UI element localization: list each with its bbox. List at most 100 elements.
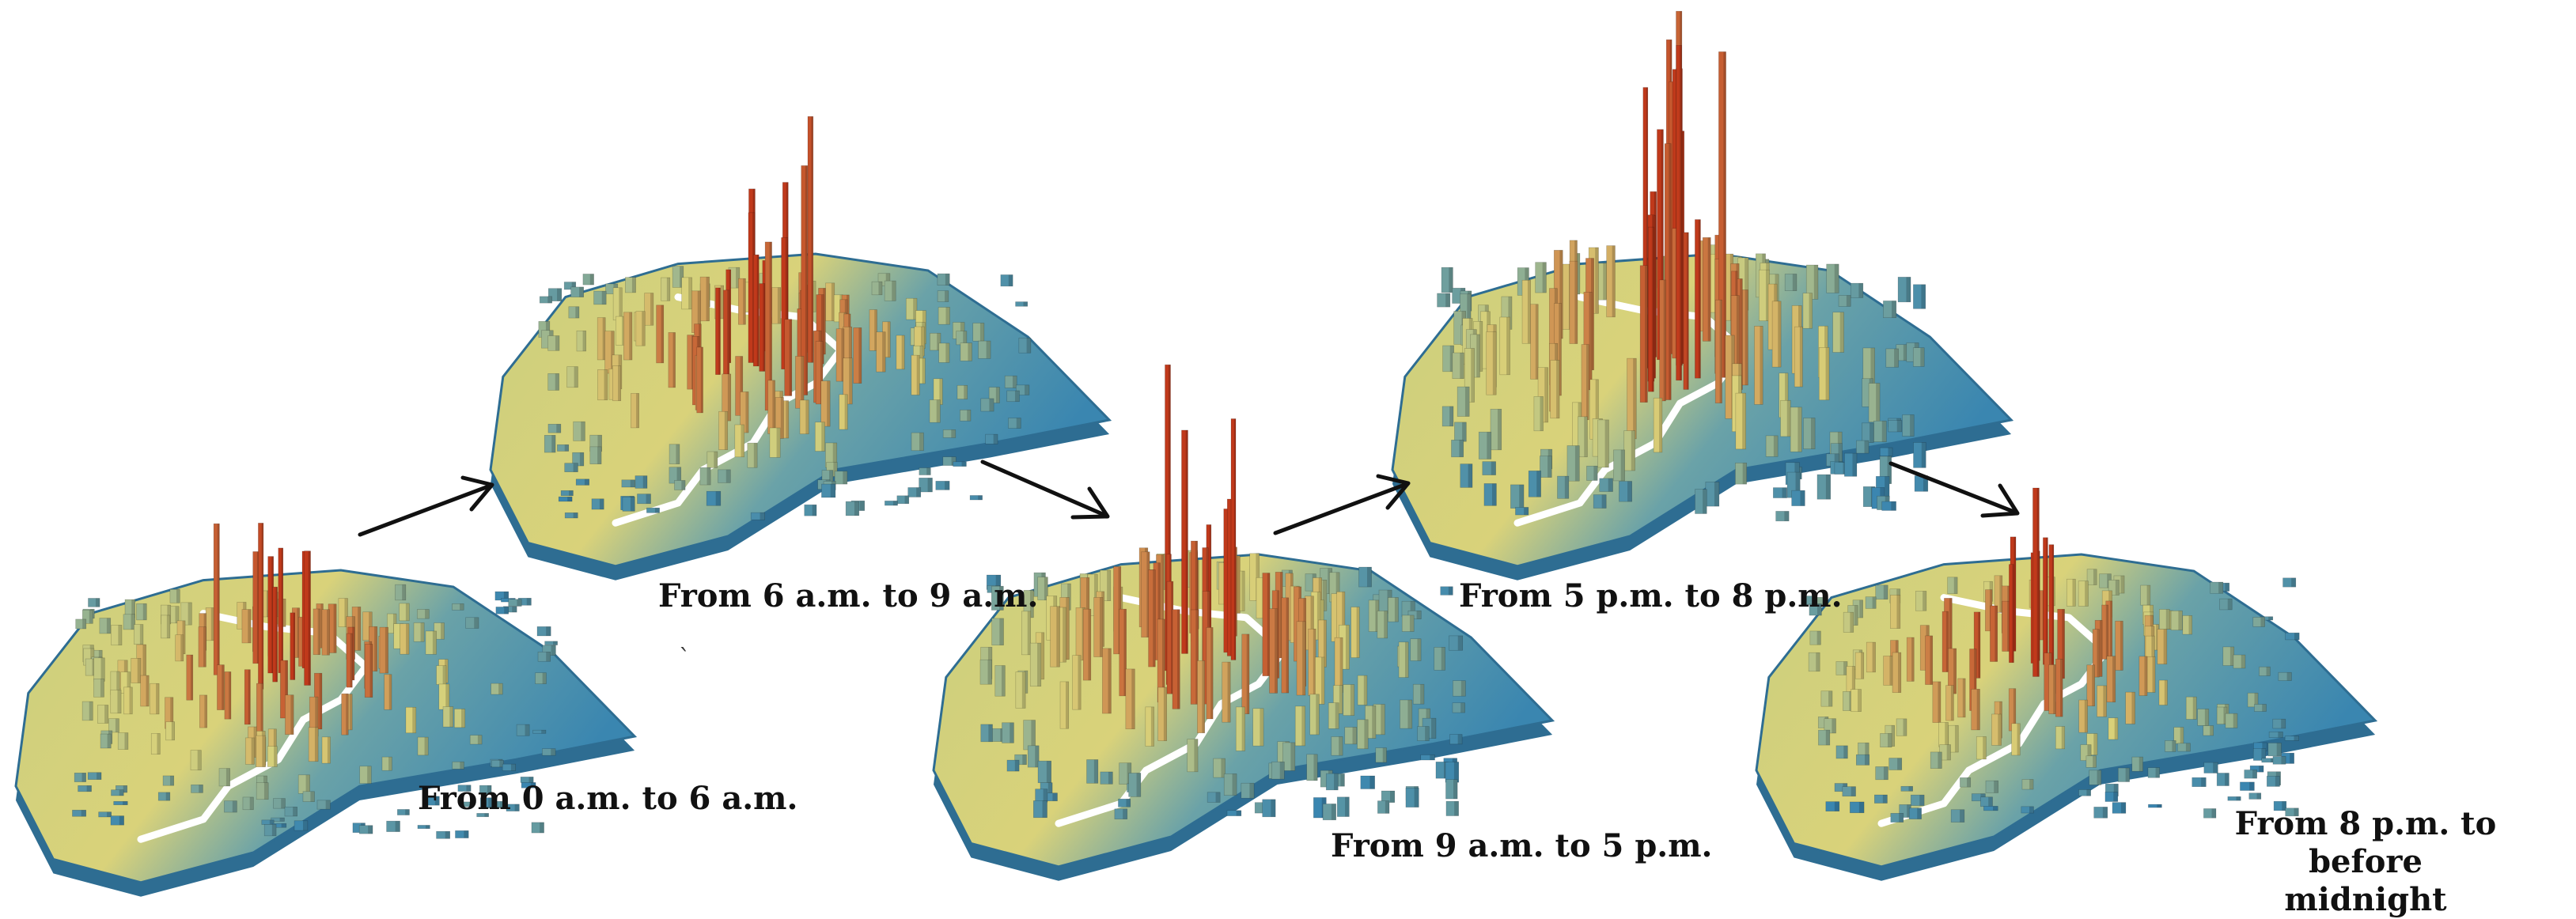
density-bar (2177, 743, 2191, 752)
density-bar-shade (642, 311, 646, 346)
density-bar-shade (1119, 587, 1123, 632)
density-bar-shade (1946, 744, 1951, 761)
density-bar-shade (1065, 681, 1069, 729)
density-bar (399, 603, 410, 622)
density-bar-shade (1320, 599, 1324, 634)
density-bar (919, 467, 931, 475)
density-bar (1145, 706, 1154, 747)
density-bar (491, 683, 503, 695)
density-bar (256, 782, 269, 800)
density-bar-shade (1430, 754, 1435, 761)
density-bar-shade (629, 312, 632, 361)
density-bar (1808, 652, 1820, 672)
density-bar-shade (1052, 792, 1058, 801)
density-bar (2021, 806, 2034, 814)
density-bar-shade (1016, 418, 1021, 429)
density-bar (991, 618, 1004, 646)
density-bar (905, 297, 918, 320)
map-landmass (14, 569, 638, 884)
density-bar (1453, 680, 1466, 697)
density-bar (1148, 569, 1156, 668)
density-bar (395, 584, 407, 601)
density-bar (111, 789, 124, 796)
density-bar-shade (1809, 293, 1813, 329)
density-bar (1119, 608, 1127, 697)
density-bar (1888, 758, 1903, 770)
density-bar (198, 626, 206, 668)
density-bar (1241, 633, 1250, 714)
density-bar (919, 477, 933, 493)
density-bar (110, 690, 122, 714)
density-bar-shade (115, 718, 119, 732)
density-bar-shade (714, 451, 718, 468)
density-bar-shade (2294, 633, 2300, 640)
density-bar (2086, 664, 2096, 707)
density-bar-shade (368, 825, 373, 834)
density-bar-shade (2229, 646, 2234, 666)
density-bar-shade (510, 764, 516, 771)
density-bar-shade (1067, 583, 1071, 611)
density-bar-shade (1339, 685, 1343, 714)
density-bar-shade (1825, 730, 1830, 746)
density-bar-shade (715, 491, 721, 506)
density-bar (843, 357, 853, 405)
density-bar-shade (100, 679, 104, 698)
density-bar-shade (945, 290, 949, 302)
density-bar-shade (225, 768, 230, 786)
density-bar-shade (1001, 665, 1006, 697)
density-bar-shade (1310, 596, 1314, 650)
density-bar (696, 346, 703, 414)
density-bar-shade (805, 399, 809, 434)
density-bar-shade (820, 294, 824, 365)
density-bar (582, 274, 594, 286)
density-bar-shade (1633, 358, 1637, 439)
density-bar-shade (260, 683, 263, 734)
density-bar (460, 801, 474, 807)
density-bar-shade (1921, 442, 1926, 468)
density-bar-shade (1093, 574, 1098, 616)
density-bar-shade (374, 626, 377, 671)
density-bar-shade (567, 497, 573, 501)
density-bar (100, 733, 112, 749)
density-bar (1826, 263, 1839, 293)
density-bar-shade (1883, 766, 1888, 780)
density-bar (2117, 767, 2130, 782)
density-bar (2092, 629, 2100, 678)
density-bar (1451, 440, 1464, 458)
density-bar-shade (841, 328, 844, 382)
density-bar-shade (1479, 321, 1483, 372)
density-bar-shade (2294, 807, 2299, 816)
caption-9am-5pm: From 9 a.m. to 5 p.m. (1331, 827, 1713, 864)
density-bar (884, 280, 896, 301)
density-bar (1460, 463, 1473, 488)
density-bar-shade (165, 792, 170, 801)
density-bar (1086, 759, 1099, 784)
density-bar-shade (1302, 621, 1306, 696)
density-bar-shade (833, 462, 838, 477)
density-bar (672, 266, 684, 288)
density-bar (2197, 709, 2210, 726)
density-bar (2285, 632, 2300, 641)
density-bar-shade (1974, 649, 1977, 711)
density-bar-shade (1703, 489, 1707, 514)
density-bar-shade (805, 165, 808, 395)
density-bar (568, 306, 580, 319)
density-bar (1702, 237, 1711, 342)
density-bar-shade (1056, 606, 1060, 668)
density-bar (820, 380, 831, 427)
density-bar-shade (1843, 661, 1848, 675)
density-bar (1344, 727, 1358, 745)
density-bar-shade (978, 495, 983, 501)
density-bar (815, 341, 824, 405)
density-bar (1441, 406, 1454, 427)
density-bar (1226, 810, 1242, 816)
density-bar-shade (86, 785, 92, 792)
density-bar (2032, 487, 2040, 677)
density-bar-shade (282, 599, 286, 627)
density-bar-shade (1962, 678, 1966, 717)
density-bar-shade (2281, 756, 2286, 765)
density-bar-shade (1654, 215, 1656, 379)
density-bar (1235, 706, 1245, 751)
density-bar-shade (967, 410, 971, 422)
density-bar (1718, 51, 1726, 378)
